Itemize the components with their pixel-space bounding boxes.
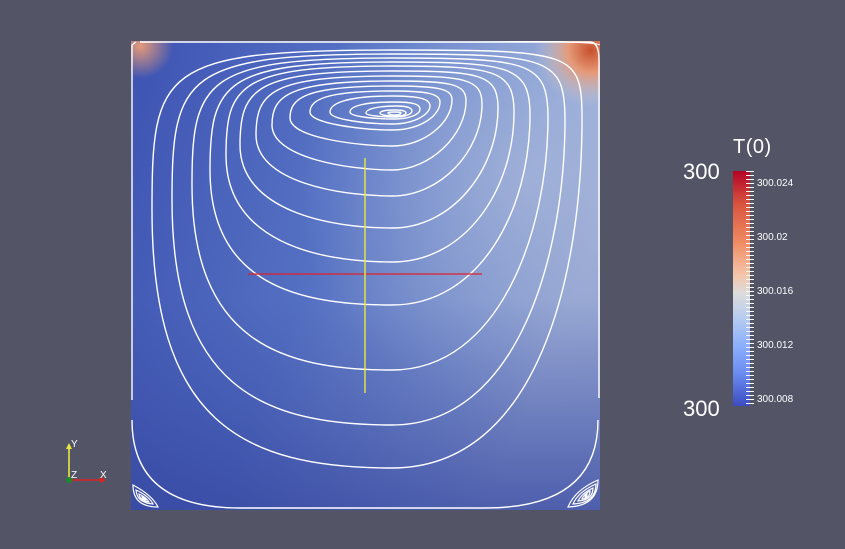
x-axis-arrow (100, 477, 106, 483)
streamline-14 (329, 95, 431, 125)
streamline-8 (225, 65, 515, 263)
streamline-16 (365, 105, 413, 118)
streamline-7 (209, 61, 531, 306)
streamline-3 (131, 419, 599, 509)
streamline-2 (131, 41, 137, 400)
axis-label-x: X (100, 470, 107, 481)
scalar-bar-colormap (733, 171, 750, 406)
streamline-19 (480, 41, 600, 46)
orientation-axes (66, 443, 106, 483)
scalar-bar-tick-label: 300.024 (757, 178, 794, 189)
scalar-bar-tick-label: 300.016 (757, 286, 794, 297)
scalar-bar-tick-label: 300.012 (757, 340, 794, 351)
corner-eddy-left (132, 484, 159, 508)
scalar-bar-min-label: 300 (683, 396, 720, 421)
streamline-5 (171, 53, 566, 426)
y-axis-arrow (66, 443, 72, 449)
streamline-4 (151, 49, 583, 469)
z-axis-dot (66, 477, 72, 483)
scalar-bar-tick-label: 300.02 (757, 232, 788, 243)
streamline-13 (309, 90, 441, 131)
streamlines (131, 41, 600, 509)
streamline-12 (289, 85, 453, 147)
streamline-6 (191, 57, 549, 371)
scalar-bar-tick-label: 300.008 (757, 394, 794, 405)
scalar-bar-max-label: 300 (683, 159, 720, 184)
streamline-11 (271, 80, 467, 171)
streamline-17 (379, 109, 407, 117)
streamline-1 (140, 41, 600, 398)
streamline-15 (349, 101, 421, 120)
axis-label-y: Y (71, 439, 78, 450)
corner-eddy-right (567, 479, 599, 508)
streamline-10 (255, 75, 483, 197)
scalar-bar-ticks (746, 171, 754, 406)
axis-label-z: Z (71, 470, 78, 481)
streamline-9 (239, 70, 499, 229)
streamline-18 (387, 111, 402, 116)
scalar-bar-title: T(0) (733, 136, 772, 158)
